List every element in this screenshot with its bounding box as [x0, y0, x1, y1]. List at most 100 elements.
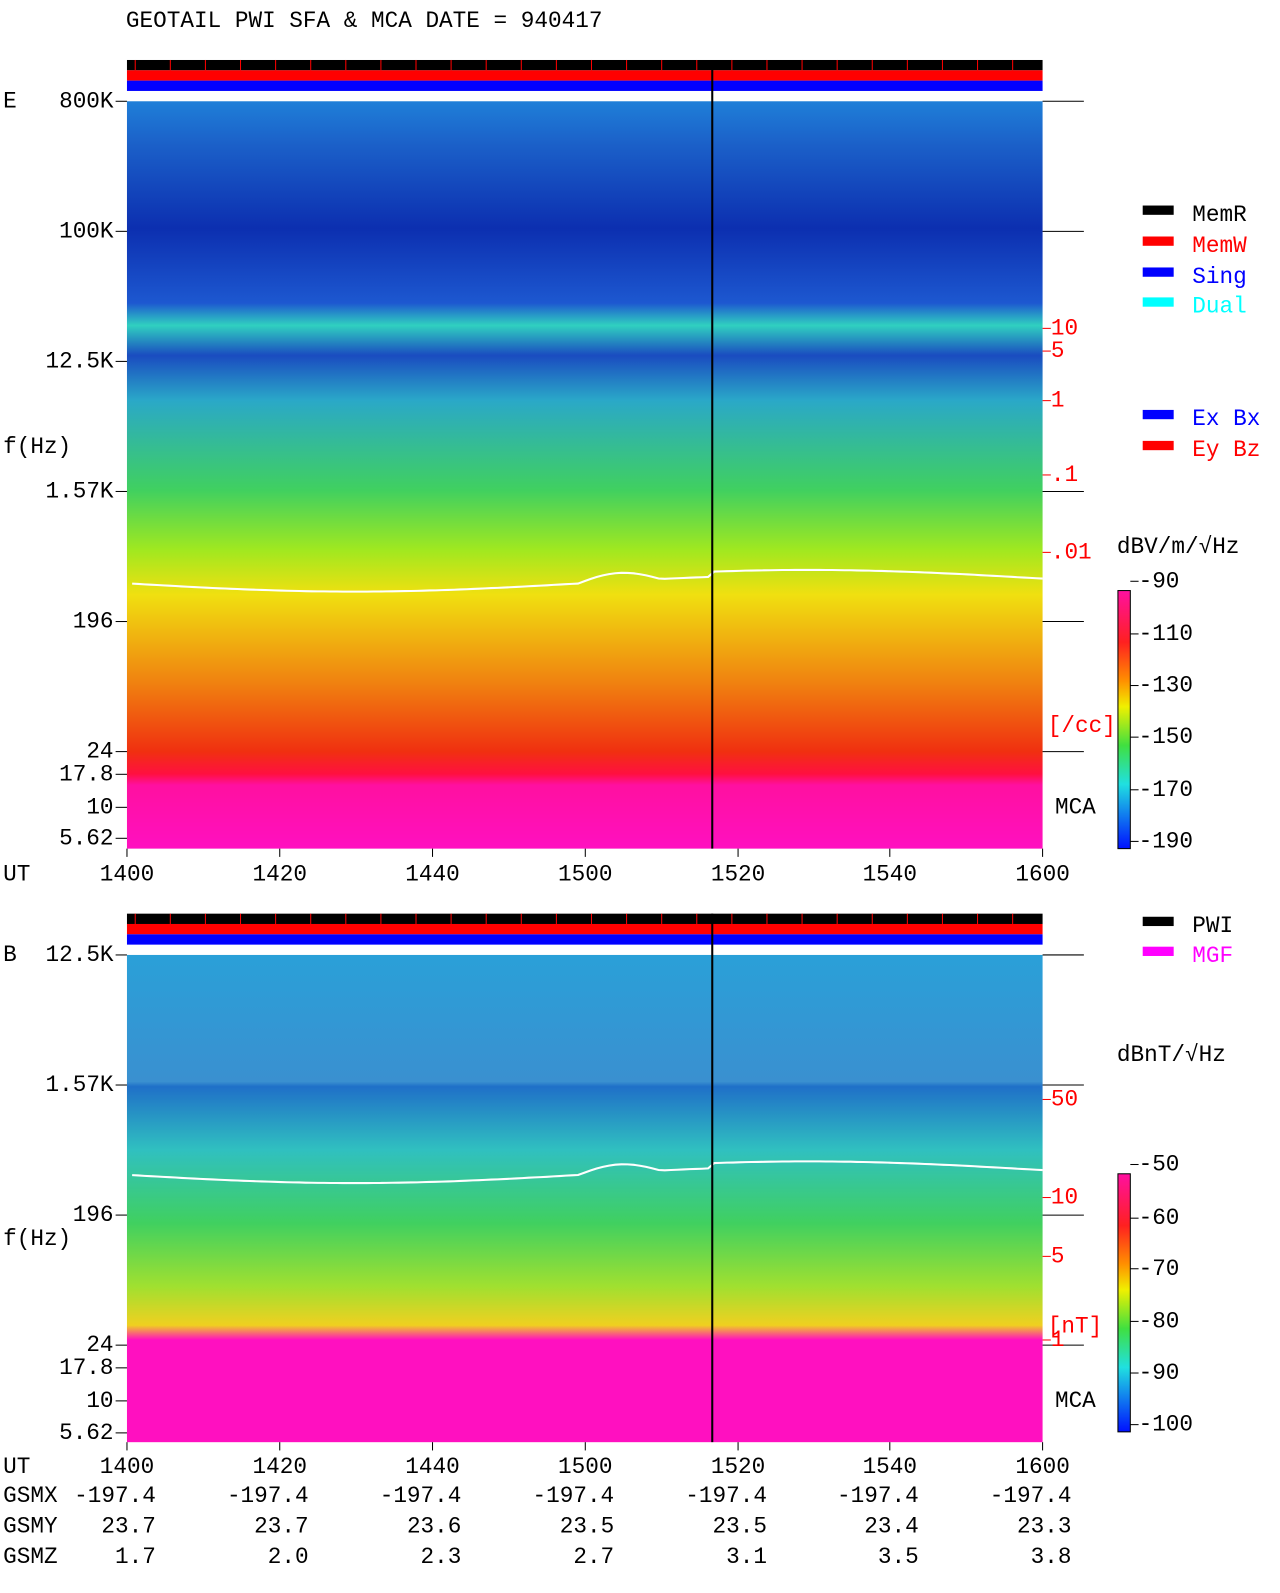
density-unit: [/cc]: [1048, 713, 1116, 739]
colorbar-tick-label: -60: [1139, 1205, 1180, 1231]
orbit-value: 23.7: [254, 1513, 308, 1539]
colorbar-tick-label: -190: [1139, 828, 1193, 854]
status-bar: [126, 934, 1043, 945]
colorbar-tick-label: -100: [1139, 1412, 1193, 1438]
legend-label: PWI: [1192, 913, 1233, 939]
legend-label: MGF: [1192, 943, 1233, 969]
x-tick-label: 1540: [863, 861, 917, 887]
x-tick-label: 1420: [253, 861, 307, 887]
legend-swatch: [1142, 297, 1174, 307]
orbit-value: -197.4: [685, 1483, 767, 1509]
orbit-value: 23.7: [101, 1513, 155, 1539]
x-tick-label: 1440: [405, 861, 459, 887]
orbit-value: 3.5: [878, 1544, 919, 1570]
x-tick-label: 1420: [253, 1454, 307, 1480]
orbit-value: 1.7: [115, 1544, 156, 1570]
x-tick-label: 1600: [1015, 861, 1069, 887]
y-tick-label: 17.8: [59, 1355, 113, 1381]
legend-swatch: [1142, 267, 1174, 277]
y-axis-label: f(Hz): [3, 1226, 71, 1252]
orbit-value: 23.3: [1017, 1513, 1071, 1539]
x-tick-label: 1500: [558, 861, 612, 887]
legend-label: Ey Bz: [1192, 437, 1260, 463]
y-tick-label: 100K: [59, 218, 114, 244]
legend-label: Ex Bx: [1192, 406, 1260, 432]
status-bar: [126, 59, 1043, 71]
legend-label: Sing: [1192, 264, 1246, 290]
status-bar: [126, 913, 1043, 924]
legend-swatch: [1142, 409, 1174, 420]
x-axis-label: UT: [3, 1454, 30, 1480]
status-bar: [126, 70, 1043, 81]
y-tick-label: 1.57K: [45, 1072, 113, 1098]
legend-swatch: [1142, 946, 1174, 956]
colorbar-tick-label: -50: [1139, 1152, 1180, 1178]
spectrogram: [126, 101, 1043, 849]
orbit-value: -197.4: [227, 1483, 309, 1509]
title: GEOTAIL PWI SFA & MCA DATE = 940417: [126, 8, 603, 34]
x-tick-label: 1400: [100, 1454, 154, 1480]
legend-swatch: [1142, 440, 1174, 451]
legend-label: MemR: [1192, 202, 1247, 228]
legend-label: Dual: [1192, 294, 1246, 320]
x-tick-label: 1400: [100, 861, 154, 887]
y-axis-label: f(Hz): [3, 434, 71, 460]
spectrogram: [126, 954, 1043, 1443]
legend-swatch: [1142, 916, 1174, 927]
density-tick-label: 1: [1051, 1327, 1065, 1353]
y-tick-label: 10: [86, 1388, 113, 1414]
y-tick-label: 10: [86, 794, 113, 820]
density-tick-label: 10: [1051, 315, 1078, 341]
density-tick-label: .1: [1051, 462, 1078, 488]
legend-swatch: [1142, 205, 1174, 215]
orbit-value: -197.4: [990, 1483, 1072, 1509]
y-tick-label: 1.57K: [45, 478, 113, 504]
x-tick-label: 1600: [1015, 1454, 1069, 1480]
panel-label: B: [3, 942, 17, 968]
colorbar-tick-label: -70: [1139, 1256, 1180, 1282]
y-tick-label: 800K: [59, 88, 114, 114]
orbit-name: GSMZ: [3, 1544, 57, 1570]
orbit-value: 2.0: [268, 1544, 309, 1570]
orbit-value: 23.4: [864, 1513, 918, 1539]
orbit-value: 3.8: [1031, 1544, 1072, 1570]
y-tick-label: 24: [86, 739, 113, 765]
colorbar-unit: dBV/m/√Hz: [1117, 534, 1240, 560]
orbit-value: -197.4: [380, 1483, 462, 1509]
density-tick-label: 5: [1051, 1243, 1065, 1269]
orbit-value: 23.5: [560, 1513, 614, 1539]
x-tick-label: 1520: [711, 861, 765, 887]
status-bar: [126, 923, 1043, 935]
y-tick-label: 17.8: [59, 761, 113, 787]
orbit-value: -197.4: [837, 1483, 919, 1509]
orbit-name: GSMX: [3, 1483, 58, 1509]
colorbar-tick-label: -130: [1139, 673, 1193, 699]
mca-label: MCA: [1055, 1388, 1096, 1414]
density-unit: [nT]: [1048, 1314, 1102, 1340]
colorbar-tick-label: -170: [1139, 777, 1193, 803]
plasma-line: [132, 568, 1043, 593]
status-bar: [126, 80, 1043, 91]
legend-swatch: [1142, 236, 1174, 246]
y-tick-label: 5.62: [59, 1420, 113, 1446]
colorbar-tick-label: -150: [1139, 724, 1193, 750]
orbit-value: 23.6: [407, 1513, 461, 1539]
y-tick-label: 12.5K: [45, 942, 113, 968]
density-tick-label: 1: [1051, 388, 1065, 414]
colorbar-tick-label: -110: [1139, 621, 1193, 647]
colorbar: [1117, 590, 1131, 850]
density-tick-label: .01: [1051, 539, 1092, 565]
orbit-value: -197.4: [532, 1483, 614, 1509]
y-tick-label: 196: [73, 609, 114, 635]
orbit-name: GSMY: [3, 1513, 58, 1539]
x-tick-label: 1520: [711, 1454, 765, 1480]
y-tick-label: 24: [86, 1332, 113, 1358]
density-tick-label: 50: [1051, 1086, 1078, 1112]
legend-label: MemW: [1192, 233, 1247, 259]
orbit-value: 3.1: [726, 1544, 767, 1570]
colorbar-unit: dBnT/√Hz: [1117, 1042, 1226, 1068]
x-axis-label: UT: [3, 861, 30, 887]
colorbar-tick-label: -90: [1139, 568, 1180, 594]
panel-label: E: [3, 88, 17, 114]
